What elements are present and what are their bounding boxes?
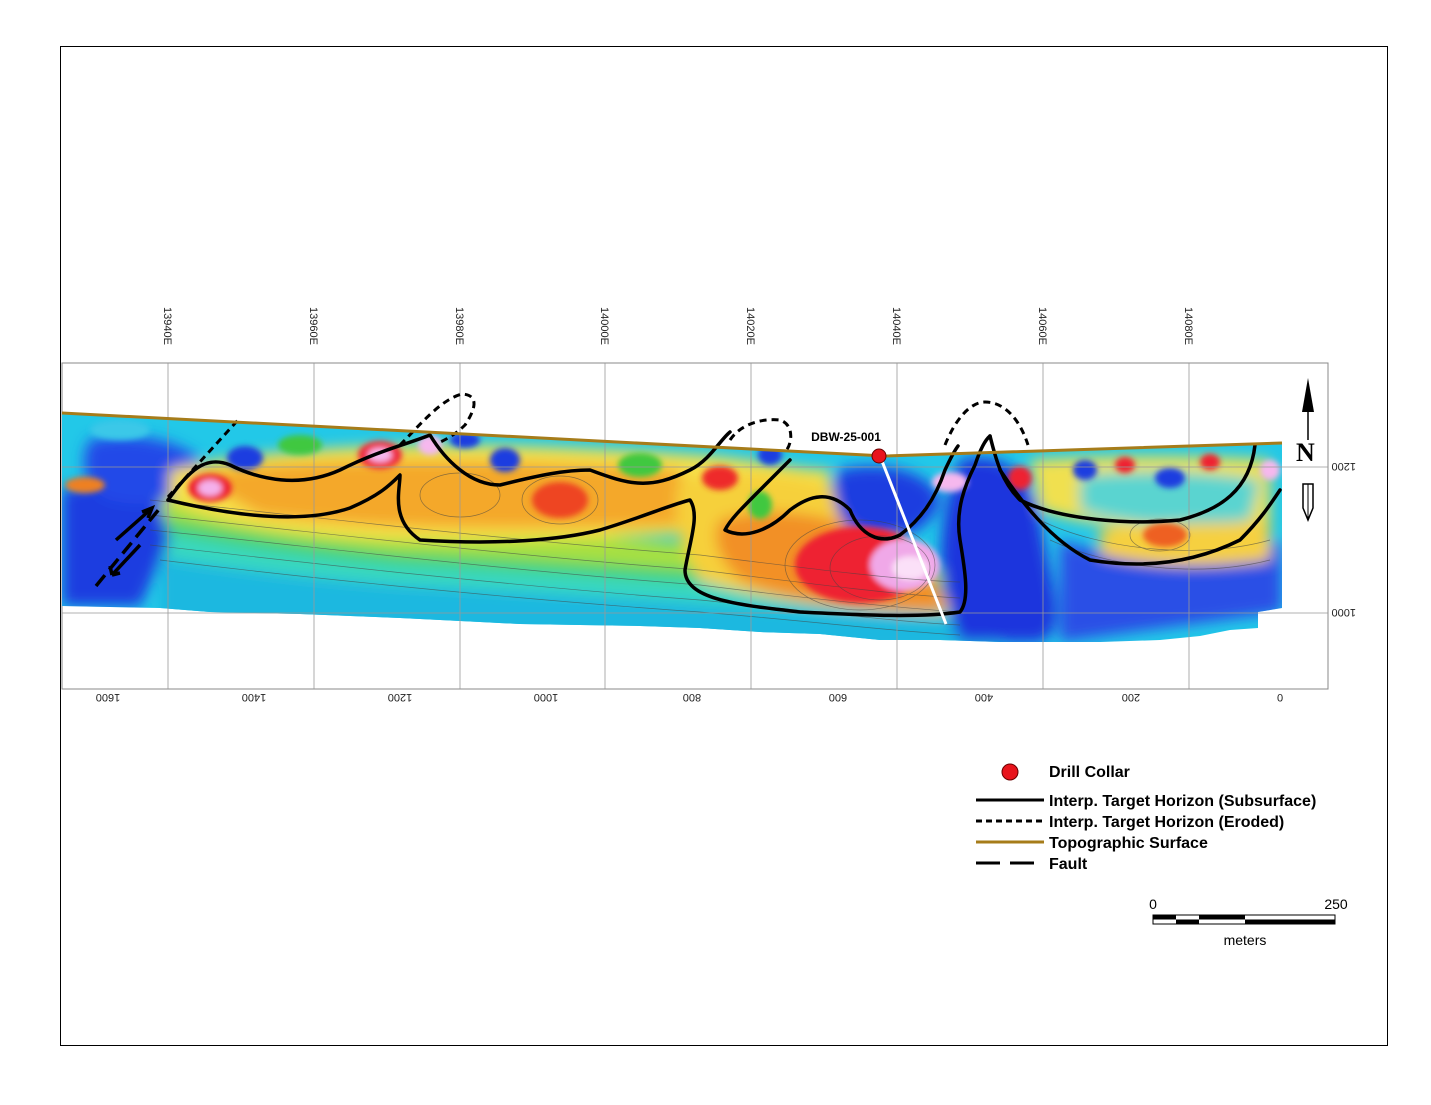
scale-end-label: 250 <box>1324 896 1348 912</box>
distance-label: 400 <box>975 691 993 703</box>
elevation-label: 1000 <box>1332 606 1356 618</box>
map-frame <box>60 46 1388 1046</box>
legend-label-topo: Topographic Surface <box>1049 835 1208 852</box>
legend: Drill Collar Interp. Target Horizon (Sub… <box>976 763 1316 873</box>
drill-hole-label: DBW-25-001 <box>811 430 881 444</box>
easting-label: 13940E <box>161 307 173 345</box>
easting-label: 14040E <box>890 307 902 345</box>
easting-label: 14060E <box>1036 307 1048 345</box>
fault-line <box>94 504 162 588</box>
north-arrow: N <box>1296 378 1315 522</box>
easting-label: 13980E <box>453 307 465 345</box>
elevation-labels: 1200 1000 <box>1332 460 1356 618</box>
distance-label: 800 <box>683 691 701 703</box>
legend-label-subsurface: Interp. Target Horizon (Subsurface) <box>1049 793 1316 810</box>
distance-label: 200 <box>1122 691 1140 703</box>
legend-item-eroded: Interp. Target Horizon (Eroded) <box>976 814 1284 831</box>
elevation-label: 1200 <box>1332 460 1356 472</box>
scale-unit-label: meters <box>1224 932 1267 948</box>
distance-label: 1600 <box>96 691 120 703</box>
legend-item-topo: Topographic Surface <box>976 835 1208 852</box>
drill-collar-marker <box>871 448 887 464</box>
north-label: N <box>1296 438 1315 467</box>
drill-collar-icon <box>1001 763 1019 781</box>
easting-labels: 13940E 13960E 13980E 14000E 14020E 14040… <box>161 307 1194 345</box>
distance-label: 1400 <box>242 691 266 703</box>
easting-label: 14080E <box>1182 307 1194 345</box>
distance-labels: 1600 1400 1200 1000 800 600 400 200 0 <box>96 691 1283 703</box>
legend-label-fault: Fault <box>1049 856 1088 873</box>
easting-label: 14020E <box>744 307 756 345</box>
target-horizon-subsurface-lines <box>166 430 1282 618</box>
legend-item-subsurface: Interp. Target Horizon (Subsurface) <box>976 793 1316 810</box>
legend-label-drill-collar: Drill Collar <box>1049 764 1130 781</box>
legend-label-eroded: Interp. Target Horizon (Eroded) <box>1049 814 1284 831</box>
target-horizon-eroded-lines <box>166 392 1030 499</box>
distance-label: 600 <box>829 691 847 703</box>
distance-label: 1000 <box>534 691 558 703</box>
easting-label: 13960E <box>307 307 319 345</box>
easting-label: 14000E <box>598 307 610 345</box>
legend-item-fault: Fault <box>976 856 1088 873</box>
scale-start-label: 0 <box>1149 896 1157 912</box>
legend-item-drill-collar: Drill Collar <box>1001 763 1130 781</box>
distance-label: 1200 <box>388 691 412 703</box>
drill-trace <box>878 455 948 625</box>
scale-bar: 0 250 meters <box>1149 896 1348 948</box>
distance-label: 0 <box>1277 691 1283 703</box>
